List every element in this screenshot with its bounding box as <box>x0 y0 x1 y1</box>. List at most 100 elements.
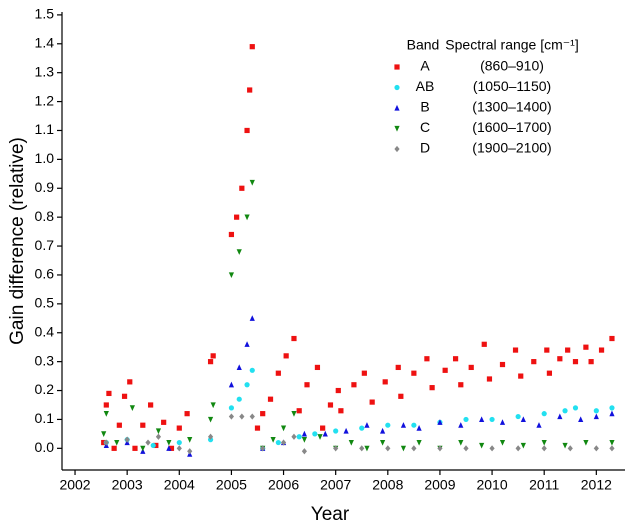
data-point <box>335 387 341 394</box>
data-point <box>562 442 568 449</box>
data-point <box>557 413 563 420</box>
data-point <box>499 439 506 446</box>
data-point <box>249 367 255 373</box>
legend-marker <box>394 104 400 111</box>
data-point <box>593 408 599 414</box>
legend-label: D <box>420 140 430 156</box>
data-point <box>609 410 615 417</box>
x-tick-label: 2012 <box>581 477 612 493</box>
data-point <box>458 382 464 388</box>
data-point <box>598 347 605 353</box>
data-point <box>207 433 214 440</box>
data-point <box>544 347 550 353</box>
data-point <box>546 370 553 376</box>
data-point <box>239 413 245 420</box>
data-point <box>364 445 370 452</box>
data-point <box>333 445 339 452</box>
data-point <box>161 419 167 425</box>
data-point <box>155 428 162 435</box>
x-tick-label: 2011 <box>529 477 559 493</box>
data-point <box>348 439 354 446</box>
data-point <box>296 434 302 440</box>
data-point <box>452 356 459 362</box>
data-point <box>520 416 526 423</box>
data-point <box>458 422 464 428</box>
data-point <box>275 439 281 446</box>
y-tick-label: 0.7 <box>35 237 55 253</box>
legend-header: Spectral range [cm⁻¹] <box>445 37 578 53</box>
data-point <box>140 445 146 452</box>
data-point <box>296 408 302 414</box>
y-axis-title: Gain difference (relative) <box>7 137 28 345</box>
y-tick-label: 0.4 <box>35 323 55 339</box>
data-point <box>228 381 235 388</box>
data-point <box>424 356 430 362</box>
x-tick-label: 2002 <box>59 477 90 493</box>
data-point <box>359 425 365 431</box>
data-point <box>541 439 547 446</box>
data-point <box>312 431 318 437</box>
data-point <box>442 367 448 373</box>
x-tick-label: 2004 <box>164 477 195 493</box>
data-point <box>166 445 172 451</box>
data-point <box>187 448 193 455</box>
data-point <box>557 356 563 362</box>
data-point <box>458 439 464 446</box>
data-point <box>103 402 109 408</box>
legend-range: (1600–1700) <box>472 119 551 135</box>
y-tick-label: 0.5 <box>35 295 55 311</box>
legend-range: (1050–1150) <box>473 78 551 94</box>
data-point <box>395 364 401 371</box>
legend-range: (1300–1400) <box>472 99 551 115</box>
data-point <box>116 422 122 428</box>
x-axis-title: Year <box>311 504 350 525</box>
data-point <box>280 439 287 446</box>
data-point <box>101 439 107 446</box>
data-point <box>369 399 375 405</box>
data-point <box>106 390 112 397</box>
data-point <box>338 408 344 414</box>
data-point <box>361 370 367 376</box>
data-point <box>515 413 521 420</box>
data-point <box>236 249 242 255</box>
data-point <box>291 411 297 417</box>
data-point <box>111 445 117 451</box>
data-point <box>301 430 308 437</box>
legend-label: B <box>420 99 429 115</box>
data-point <box>609 445 615 452</box>
data-point <box>486 376 493 382</box>
data-point <box>364 422 370 428</box>
data-point <box>382 379 388 385</box>
data-point <box>609 335 615 342</box>
data-point <box>132 445 138 451</box>
data-point <box>103 411 109 417</box>
data-point <box>267 396 274 402</box>
data-point <box>236 396 242 402</box>
data-point <box>234 214 240 220</box>
data-point <box>429 385 435 391</box>
data-point <box>249 315 255 321</box>
data-point <box>333 428 339 434</box>
data-point <box>327 402 334 408</box>
data-point <box>301 437 308 443</box>
data-point <box>228 405 235 411</box>
x-tick-label: 2007 <box>320 477 351 493</box>
data-point <box>593 445 599 452</box>
data-point <box>400 445 407 452</box>
data-point <box>536 422 542 428</box>
data-point <box>541 411 547 417</box>
data-point <box>489 445 495 452</box>
data-point <box>385 422 391 428</box>
data-point <box>343 427 349 434</box>
data-point <box>249 179 255 186</box>
legend-marker <box>394 84 400 91</box>
y-tick-label: 0.6 <box>35 266 55 282</box>
y-tick-label: 0.2 <box>35 381 55 397</box>
data-point <box>228 272 235 279</box>
data-point <box>565 347 571 353</box>
data-point <box>140 422 146 428</box>
x-tick-label: 2008 <box>372 477 403 493</box>
data-point <box>155 433 162 440</box>
data-point <box>479 416 485 423</box>
data-point <box>572 405 579 411</box>
